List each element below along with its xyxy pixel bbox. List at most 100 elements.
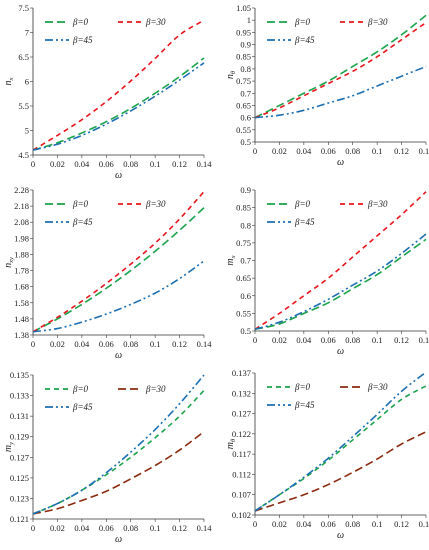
x-axis-label: ω	[337, 346, 344, 357]
y-tick-label: 0.9	[240, 40, 251, 50]
y-tick-label: 0.112	[232, 469, 251, 479]
x-tick-label: 0.14	[419, 335, 429, 345]
x-tick-label: 0.04	[74, 159, 90, 169]
y-tick-label: 0.55	[236, 125, 251, 135]
y-tick-label: 5.5	[18, 101, 29, 111]
chart-panel-4: 0 0.02 0.04 0.06 0.08 0.1 0.12 0.14 0.5 0.55 0.6 0.…	[225, 185, 429, 357]
y-tick-label: 0.7	[240, 88, 251, 98]
y-tick-label: 0.132	[232, 388, 251, 398]
y-tick-label: 0.5	[240, 326, 251, 336]
x-tick-label: 0.12	[394, 519, 409, 529]
legend-label: β=30	[145, 17, 166, 27]
y-tick-label: 0.107	[232, 490, 251, 500]
series-line-β=45	[254, 65, 427, 119]
y-axis-label: my	[3, 442, 15, 452]
series-line-β=30	[32, 430, 205, 515]
y-tick-label: 0.95	[236, 27, 251, 37]
y-tick-label: 4.5	[18, 150, 29, 160]
y-axis-label: mx	[225, 255, 237, 265]
x-tick-label: 0.14	[419, 146, 429, 156]
x-axis-label: ω	[115, 170, 122, 181]
y-tick-label: 0.117	[232, 449, 251, 459]
x-tick-label: 0	[253, 519, 257, 529]
x-tick-label: 0.04	[74, 339, 90, 349]
y-tick-label: 0.65	[236, 273, 251, 283]
y-tick-label: 6	[25, 77, 29, 87]
x-tick-label: 0.08	[123, 523, 138, 533]
series-line-β=0	[254, 385, 427, 512]
x-tick-label: 0.02	[272, 335, 287, 345]
x-tick-label: 0	[31, 339, 35, 349]
y-axis-label: nxy	[3, 257, 15, 268]
y-tick-label: 0.122	[232, 429, 251, 439]
series-line-β=30	[254, 21, 427, 119]
x-tick-label: 0.02	[50, 159, 65, 169]
y-tick-label: 0.133	[10, 391, 29, 401]
y-axis-label: nθ	[225, 70, 237, 79]
x-tick-label: 0.12	[172, 339, 187, 349]
y-tick-label: 1.58	[14, 298, 29, 308]
legend-label: β=45	[72, 35, 93, 45]
chart-panel-1: 0 0.02 0.04 0.06 0.08 0.1 0.12 0.14 4.5 5 5.5 6 6.5 7…	[3, 3, 212, 181]
y-tick-label: 0.127	[10, 452, 29, 462]
x-tick-label: 0.06	[321, 335, 336, 345]
y-tick-label: 0.75	[236, 238, 251, 248]
y-tick-label: 1	[247, 15, 251, 25]
x-axis-label: ω	[115, 534, 122, 545]
x-tick-label: 0.06	[99, 339, 114, 349]
x-tick-label: 0.1	[372, 519, 383, 529]
legend-label: β=30	[145, 199, 166, 209]
y-tick-label: 1.98	[14, 233, 29, 243]
x-tick-label: 0.08	[345, 519, 360, 529]
y-tick-label: 2.28	[14, 185, 29, 195]
x-tick-label: 0.04	[296, 335, 312, 345]
x-tick-label: 0.14	[197, 523, 213, 533]
y-tick-label: 0.7	[240, 256, 251, 266]
x-tick-label: 0.04	[74, 523, 90, 533]
legend-label: β=0	[72, 199, 89, 209]
y-tick-label: 0.127	[232, 409, 251, 419]
legend-label: β=45	[294, 217, 315, 227]
y-tick-label: 1.78	[14, 266, 29, 276]
legend-label: β=30	[145, 384, 166, 394]
y-tick-label: 0.75	[236, 76, 251, 86]
series-line-β=0	[32, 207, 205, 333]
x-tick-label: 0.02	[50, 339, 65, 349]
series-line-β=0	[32, 389, 205, 515]
x-tick-label: 0.1	[150, 339, 161, 349]
chart-panel-6: 0 0.02 0.04 0.06 0.08 0.1 0.12 0.14 0.102 0.107 0.…	[225, 368, 429, 541]
chart-panel-5: 0 0.02 0.04 0.06 0.08 0.1 0.12 0.14 0.121 0.123 0.…	[3, 370, 212, 545]
y-tick-label: 7.5	[18, 3, 29, 13]
x-tick-label: 0.06	[99, 523, 114, 533]
legend-label: β=0	[72, 17, 89, 27]
x-tick-label: 0	[253, 146, 257, 156]
y-tick-label: 0.6	[240, 291, 251, 301]
y-tick-label: 0.137	[232, 368, 251, 378]
y-tick-label: 0.85	[236, 52, 251, 62]
x-tick-label: 0.08	[123, 159, 138, 169]
x-tick-label: 0.08	[345, 146, 360, 156]
x-tick-label: 0	[253, 335, 257, 345]
series-line-β=45	[32, 260, 205, 333]
x-tick-label: 0.02	[50, 523, 65, 533]
legend-label: β=45	[72, 402, 93, 412]
x-tick-label: 0.14	[197, 339, 213, 349]
series-line-β=45	[254, 233, 427, 331]
x-tick-label: 0.04	[296, 519, 312, 529]
x-tick-label: 0.04	[296, 146, 312, 156]
series-line-β=45	[32, 374, 205, 515]
y-tick-label: 5	[25, 126, 29, 136]
legend-label: β=45	[72, 217, 93, 227]
y-tick-label: 0.121	[10, 514, 29, 524]
y-tick-label: 1.38	[14, 330, 29, 340]
x-tick-label: 0.06	[99, 159, 114, 169]
x-tick-label: 0.08	[123, 339, 138, 349]
series-line-β=30	[254, 431, 427, 512]
legend-label: β=45	[294, 400, 315, 410]
chart-panel-3: 0 0.02 0.04 0.06 0.08 0.1 0.12 0.14 1.38 1.48 1.58…	[3, 185, 212, 361]
y-tick-label: 1.48	[14, 314, 29, 324]
x-tick-label: 0.12	[394, 335, 409, 345]
x-tick-label: 0.12	[172, 159, 187, 169]
y-tick-label: 0.102	[232, 510, 251, 520]
